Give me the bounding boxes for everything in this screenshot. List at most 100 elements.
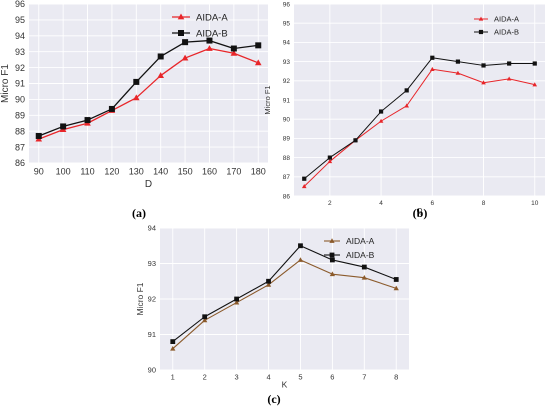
panel-label: (a) [132, 206, 146, 220]
series-aida-b [170, 243, 399, 344]
y-tick-label: 93 [283, 59, 291, 66]
data-point [301, 183, 307, 189]
x-axis-label: D [145, 179, 152, 190]
data-point [266, 278, 271, 284]
series-line [303, 68, 535, 187]
chart-panel-3: 90 91 92 93 94 1 2 3 4 5 6 7 8 K Micro F1 AIDA-A AIDA-B (… [135, 224, 409, 406]
legend-marker [478, 29, 484, 35]
series-aida-b [35, 37, 262, 139]
data-point [506, 76, 512, 81]
y-tick-label: 94 [15, 31, 25, 41]
x-tick-label: 3 [235, 372, 239, 381]
data-point [393, 277, 399, 282]
legend-label: AIDA-B [196, 28, 228, 39]
data-point [108, 105, 115, 112]
data-point [202, 317, 208, 323]
series-aida-a [301, 66, 538, 189]
series-line [172, 245, 397, 343]
series-line [303, 57, 535, 180]
y-tick-label: 93 [15, 47, 25, 57]
series-line [172, 259, 397, 350]
x-tick-label: 180 [251, 167, 266, 177]
legend-marker [329, 252, 335, 258]
chart-panel-2: 86 87 88 89 90 91 92 93 94 95 96 2 4 6 8 10 Q Micro F1 AID… [263, 1, 545, 220]
data-point [181, 54, 189, 61]
data-point [429, 66, 435, 71]
x-tick-label: 8 [482, 200, 486, 207]
data-point [182, 39, 189, 46]
x-tick-label: 4 [379, 200, 383, 207]
y-tick-label: 93 [148, 259, 156, 268]
data-point [60, 123, 67, 130]
panel-label: (c) [267, 392, 280, 406]
x-tick-label: 90 [34, 167, 44, 177]
data-point [481, 80, 486, 85]
y-tick-label: 89 [15, 110, 25, 120]
data-point [378, 109, 384, 114]
y-tick-label: 95 [15, 15, 25, 25]
data-point [404, 88, 409, 93]
data-point [202, 314, 208, 320]
legend: AIDA-A AIDA-B [324, 236, 375, 260]
legend-label: AIDA-B [494, 28, 519, 37]
y-tick-label: 96 [283, 1, 291, 8]
x-tick-label: 140 [153, 167, 168, 177]
data-point [206, 45, 213, 51]
y-tick-label: 87 [15, 142, 25, 152]
data-point [302, 176, 307, 181]
y-tick-label: 91 [283, 97, 291, 104]
x-tick-label: 170 [226, 167, 241, 177]
y-tick-label: 92 [148, 295, 156, 304]
data-point [170, 345, 176, 351]
data-point [329, 271, 336, 277]
chart-panel-1: 86 87 88 89 90 91 92 93 94 95 96 90 100 110 120 130 140 1… [0, 0, 268, 220]
legend: AIDA-A AIDA-B [172, 12, 228, 39]
legend-marker [478, 16, 484, 21]
x-axis-label: Q [417, 206, 423, 215]
data-point [233, 299, 240, 305]
data-point [329, 257, 335, 263]
y-tick-label: 92 [283, 78, 291, 85]
y-tick-label: 91 [148, 330, 156, 339]
x-tick-label: 160 [202, 167, 217, 177]
data-point [84, 117, 91, 124]
x-tick-label: 1 [171, 372, 175, 381]
series-aida-b [302, 55, 537, 181]
y-tick-label: 88 [15, 126, 25, 136]
y-tick-label: 96 [15, 0, 25, 9]
data-point [265, 282, 272, 287]
data-point [378, 118, 384, 123]
x-tick-label: 6 [330, 372, 334, 381]
y-tick-label: 90 [15, 95, 25, 105]
data-point [157, 72, 164, 78]
data-point [170, 339, 176, 344]
data-point [532, 61, 537, 66]
x-tick-label: 6 [430, 200, 434, 207]
series-aida-a [170, 257, 399, 351]
legend-label: AIDA-A [196, 12, 228, 23]
data-point [532, 82, 538, 87]
data-point [254, 59, 262, 66]
panel-label: (b) [413, 206, 428, 220]
y-tick-label: 86 [15, 158, 25, 168]
legend-label: AIDA-A [494, 15, 519, 24]
x-tick-label: 130 [129, 167, 144, 177]
y-tick-label: 90 [283, 116, 291, 123]
x-tick-label: 2 [328, 200, 332, 207]
x-tick-label: 4 [266, 372, 270, 381]
y-axis-label: Micro F1 [135, 282, 145, 315]
y-tick-label: 94 [283, 40, 291, 47]
y-tick-label: 90 [148, 366, 156, 375]
y-tick-label: 95 [283, 20, 291, 27]
x-tick-label: 8 [394, 372, 398, 381]
legend-marker [177, 13, 185, 20]
data-point [297, 257, 304, 262]
legend-label: AIDA-B [346, 250, 375, 260]
legend-label: AIDA-A [346, 236, 375, 246]
legend-marker [178, 30, 184, 36]
y-tick-label: 86 [283, 193, 291, 200]
data-point [361, 264, 367, 270]
data-point [133, 94, 140, 101]
data-point [230, 45, 237, 52]
